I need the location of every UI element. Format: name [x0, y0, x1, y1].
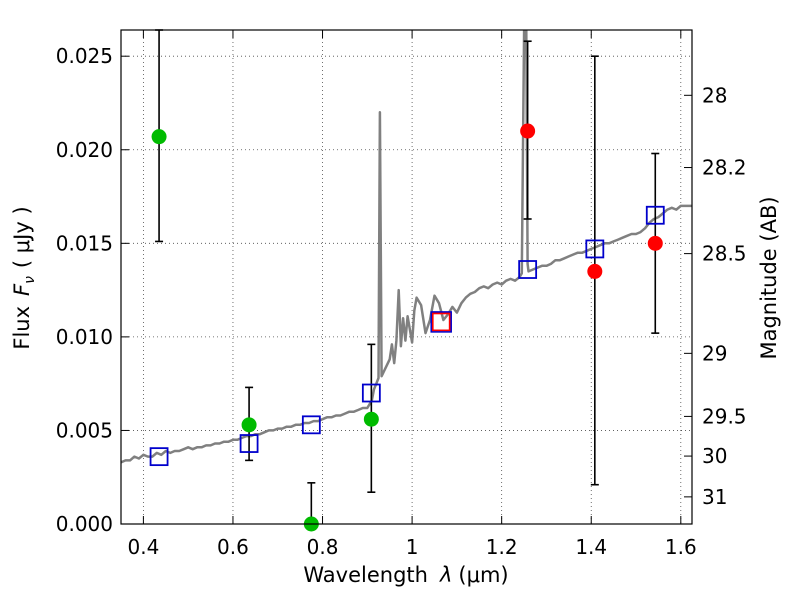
y2-tick-label: 28.2 [702, 156, 747, 180]
model-photometry-box [518, 260, 538, 279]
x-tick-label: 0.8 [307, 535, 339, 559]
x-axis-label-unit: (μm) [458, 563, 508, 587]
model-photometry-box [361, 383, 381, 403]
y2-tick-label: 29 [702, 341, 727, 365]
photometry-point [647, 235, 663, 251]
y-tick-label: 0.000 [56, 512, 113, 536]
photometry-point [520, 123, 536, 139]
plot-frame [120, 29, 693, 525]
y2-tick-label: 29.5 [702, 404, 747, 428]
photometry-point [587, 263, 603, 279]
y-axis-label-unit: ( μJy ) [10, 206, 34, 268]
x-axis-label-prefix: Wavelength [303, 563, 428, 587]
x-tick-label: 0.6 [217, 535, 249, 559]
y-axis-label-symbol: F [10, 283, 34, 296]
y-tick-label: 0.025 [56, 44, 113, 68]
y2-tick-label: 28 [702, 83, 727, 107]
x-axis-label: Wavelength λ (μm) [303, 563, 508, 587]
y-tick-label: 0.010 [56, 325, 113, 349]
y-axis-label: Flux Fν ( μJy ) [10, 206, 38, 349]
x-tick-label: 1.6 [665, 535, 697, 559]
y2-tick-label: 30 [702, 444, 727, 468]
model-photometry-box-outline [430, 311, 452, 333]
x-tick-label: 1.4 [575, 535, 607, 559]
model-photometry-box [585, 239, 605, 259]
y-axis-label-prefix: Flux [10, 306, 34, 350]
x-tick-label: 1 [406, 535, 419, 559]
y-tick-label: 0.005 [56, 418, 113, 442]
x-tick-label: 0.4 [127, 535, 159, 559]
model-photometry-box [301, 415, 321, 435]
y2-axis-label: Magnitude (AB) [757, 196, 781, 359]
photometry-point [241, 417, 257, 433]
tick-marks [121, 30, 692, 525]
y2-tick-label: 28.5 [702, 242, 747, 266]
photometry-points-layer [151, 123, 663, 532]
x-tick-label: 1.2 [486, 535, 518, 559]
y-tick-label: 0.020 [56, 138, 113, 162]
model-photometry-box [149, 447, 169, 467]
model-photometry-box [431, 312, 451, 332]
y-axis-label-subscript: ν [22, 276, 38, 284]
tick-labels: 0.4 0.6 0.8 1 1.2 1.4 1.6 0.000 0.005 0.010 0.015 0… [56, 44, 747, 559]
photometry-point [151, 129, 167, 145]
y-tick-label: 0.015 [56, 231, 113, 255]
model-photometry-box [645, 205, 665, 225]
photometry-point [363, 411, 379, 427]
x-axis-label-symbol: λ [439, 563, 452, 587]
y2-tick-label: 31 [702, 485, 727, 509]
model-photometry-layer [149, 205, 665, 467]
model-photometry-box [239, 434, 259, 453]
